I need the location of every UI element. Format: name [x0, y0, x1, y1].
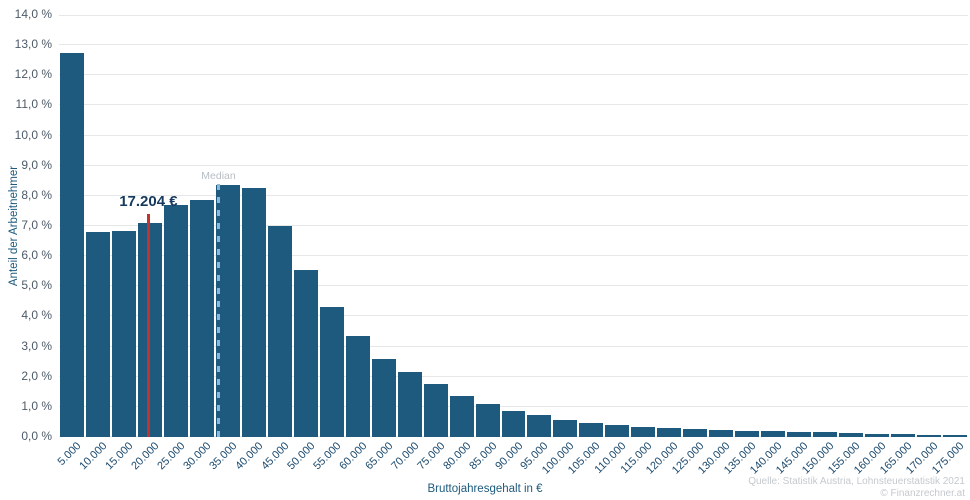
- gridline: [59, 315, 968, 316]
- gridline: [59, 104, 968, 105]
- bar-25.000[interactable]: [163, 204, 188, 437]
- bar-20.000[interactable]: [137, 223, 162, 437]
- y-tick-label: 0,0 %: [21, 429, 52, 443]
- bar-155.000[interactable]: [839, 433, 864, 437]
- y-tick-label: 2,0 %: [21, 368, 52, 383]
- bar-150.000[interactable]: [813, 432, 838, 437]
- bar-165.000[interactable]: [891, 434, 916, 437]
- bar-65.000[interactable]: [371, 358, 396, 437]
- gridline: [59, 376, 968, 377]
- gridline: [59, 225, 968, 226]
- bar-135.000[interactable]: [735, 430, 760, 437]
- bar-85.000[interactable]: [475, 403, 500, 437]
- bar-35.000[interactable]: [215, 185, 240, 437]
- bar-130.000[interactable]: [709, 430, 734, 437]
- bar-90.000[interactable]: [501, 411, 526, 437]
- y-tick-label: 3,0 %: [21, 338, 52, 353]
- bar-70.000[interactable]: [397, 372, 422, 437]
- bar-115.000[interactable]: [631, 426, 656, 437]
- y-tick-label: 10,0 %: [14, 127, 52, 142]
- gridline: [59, 195, 968, 196]
- bar-140.000[interactable]: [761, 431, 786, 437]
- gridline: [59, 165, 968, 166]
- y-tick-label: 7,0 %: [21, 218, 52, 232]
- bar-5.000[interactable]: [60, 52, 84, 437]
- bar-175.000[interactable]: [943, 434, 967, 437]
- x-axis-title: Bruttojahresgehalt in €: [427, 483, 543, 495]
- gridline: [59, 406, 968, 407]
- bar-160.000[interactable]: [865, 433, 890, 437]
- salary-marker-label: 17.204 €: [119, 193, 178, 210]
- y-tick-label: 11,0 %: [15, 97, 52, 112]
- y-tick-label: 4,0 %: [21, 308, 52, 323]
- y-tick-label: 8,0 %: [21, 187, 52, 202]
- bar-30.000[interactable]: [189, 200, 214, 437]
- y-tick-label: 5,0 %: [21, 278, 52, 293]
- y-tick-label: 1,0 %: [21, 398, 52, 413]
- y-tick-label: 9,0 %: [21, 157, 52, 172]
- salary-marker-line: [146, 214, 150, 437]
- bar-95.000[interactable]: [527, 415, 552, 437]
- bar-80.000[interactable]: [449, 396, 474, 437]
- y-tick-label: 12,0 %: [14, 67, 52, 82]
- gridline: [59, 346, 968, 347]
- bar-50.000[interactable]: [293, 269, 318, 437]
- y-tick-label: 6,0 %: [21, 248, 52, 263]
- source-line1: Quelle: Statistik Austria, Lohnsteuersta…: [748, 476, 965, 487]
- bar-110.000[interactable]: [605, 425, 630, 437]
- median-label: Median: [201, 170, 236, 182]
- bar-125.000[interactable]: [683, 429, 708, 437]
- bar-55.000[interactable]: [319, 307, 344, 437]
- gridline: [59, 135, 968, 136]
- y-tick-label: 14,0 %: [14, 7, 52, 21]
- median-line: [217, 184, 220, 437]
- source-attribution: Quelle: Statistik Austria, Lohnsteuersta…: [748, 476, 965, 500]
- plot-area: [59, 15, 968, 437]
- bar-15.000[interactable]: [111, 230, 136, 437]
- gridline: [59, 285, 968, 286]
- bar-40.000[interactable]: [241, 188, 266, 437]
- bar-75.000[interactable]: [423, 384, 448, 437]
- gridline: [59, 44, 968, 45]
- gridline: [59, 15, 968, 16]
- bar-170.000[interactable]: [917, 434, 942, 437]
- bar-10.000[interactable]: [85, 232, 110, 437]
- bar-45.000[interactable]: [267, 226, 292, 437]
- bar-60.000[interactable]: [345, 336, 370, 437]
- gridline: [59, 74, 968, 75]
- bar-100.000[interactable]: [553, 419, 578, 437]
- bar-145.000[interactable]: [787, 431, 812, 437]
- y-tick-label: 13,0 %: [14, 37, 52, 52]
- bar-120.000[interactable]: [657, 427, 682, 437]
- gridline: [59, 255, 968, 256]
- bar-105.000[interactable]: [579, 422, 604, 437]
- source-line2: © Finanzrechner.at: [880, 488, 965, 499]
